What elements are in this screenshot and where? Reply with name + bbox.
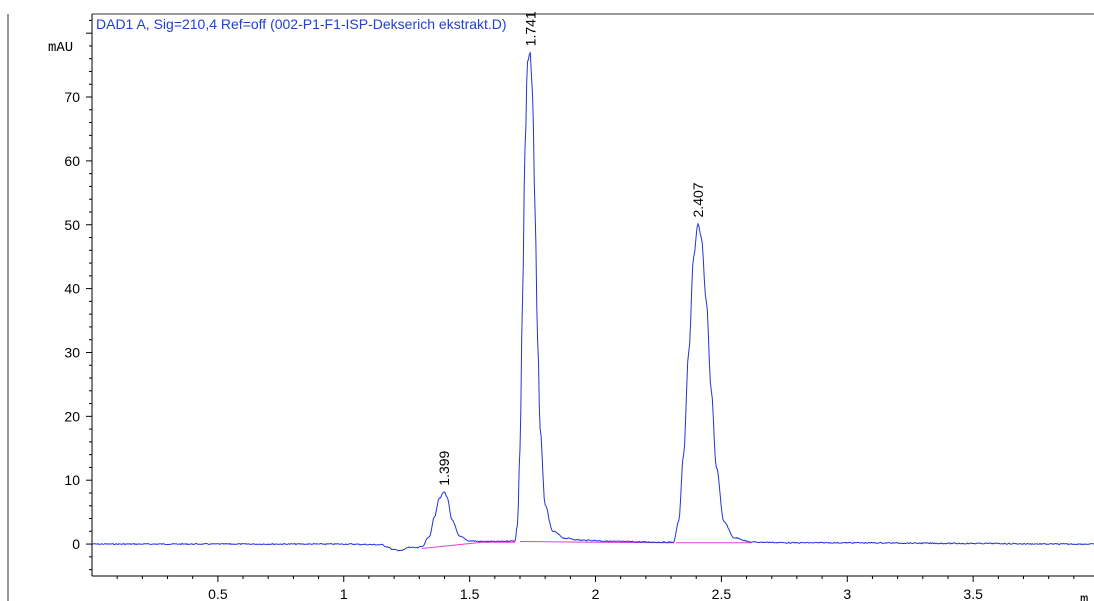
peak-label: 1.399 — [436, 450, 452, 485]
x-tick-label: 0.5 — [208, 586, 228, 601]
y-tick-label: 30 — [64, 344, 80, 360]
signal-line — [92, 51, 1094, 552]
x-tick-label: 3.5 — [963, 586, 983, 601]
baseline-segment — [421, 541, 515, 549]
y-tick-label: 70 — [64, 89, 80, 105]
integration-baselines — [421, 541, 752, 549]
y-tick-label: 10 — [64, 472, 80, 488]
y-axis-unit-label: mAU — [48, 40, 73, 56]
x-axis-unit-label: m — [1080, 592, 1088, 601]
axes: 0 10 20 30 40 50 60 70 0.5 1 1.5 2 2.5 3 3.5 — [64, 14, 1094, 601]
y-tick-label: 60 — [64, 153, 80, 169]
peak-label: 1.741 — [522, 11, 538, 46]
peak-label: 2.407 — [690, 182, 706, 217]
x-tick-label: 1.5 — [460, 586, 480, 601]
plot-frame — [7, 13, 1094, 601]
y-tick-label: 50 — [64, 217, 80, 233]
x-tick-label: 3 — [843, 586, 851, 601]
x-tick-label: 1 — [340, 586, 348, 601]
x-tick-label: 2 — [592, 586, 600, 601]
y-tick-label: 40 — [64, 281, 80, 297]
signal-series — [92, 51, 1094, 552]
y-tick-label: 0 — [72, 536, 80, 552]
y-tick-label: 20 — [64, 408, 80, 424]
peak-labels: 1.399 1.741 2.407 — [436, 11, 706, 486]
x-tick-label: 2.5 — [712, 586, 732, 601]
chart-title: DAD1 A, Sig=210,4 Ref=off (002-P1-F1-ISP… — [96, 16, 507, 32]
